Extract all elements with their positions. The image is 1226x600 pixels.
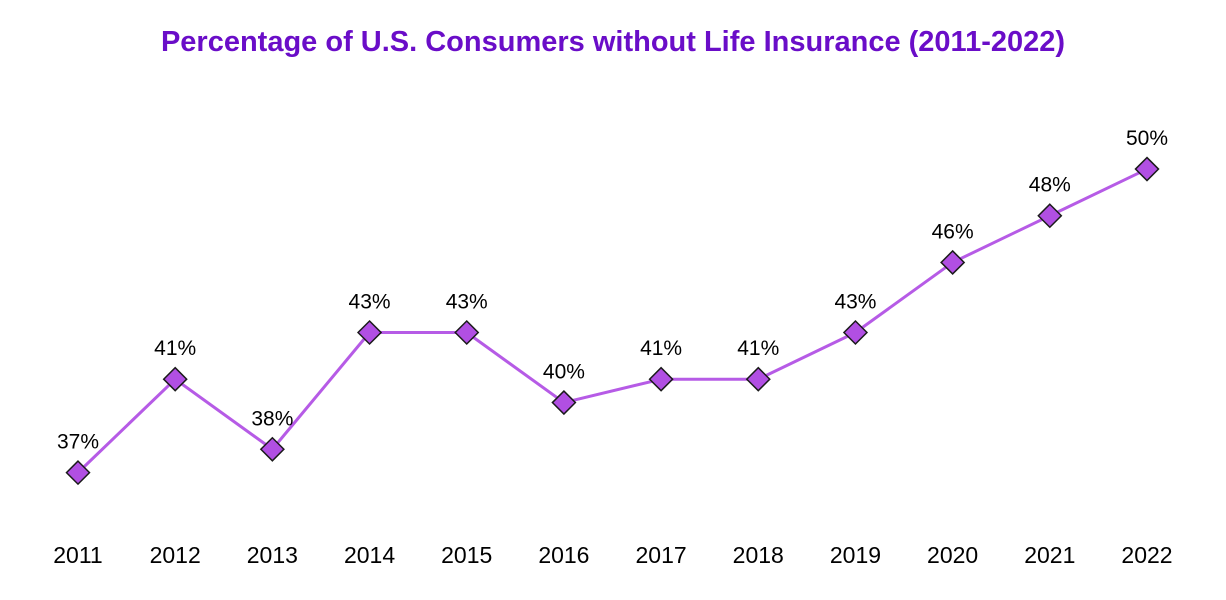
data-point-marker[interactable] (65, 460, 91, 486)
data-point-marker[interactable] (1037, 203, 1063, 229)
x-tick-label: 2018 (733, 542, 784, 568)
data-label: 43% (446, 291, 488, 314)
series-layer (76, 167, 1148, 474)
x-tick-label: 2017 (636, 542, 687, 568)
x-tick-label: 2016 (538, 542, 589, 568)
data-point-marker[interactable] (940, 249, 966, 276)
x-tick-label: 2015 (441, 542, 492, 568)
x-tick-label: 2022 (1121, 542, 1172, 568)
data-label: 46% (932, 220, 974, 243)
data-point-marker[interactable] (551, 389, 577, 416)
x-tick-label: 2012 (150, 542, 201, 568)
data-point-marker[interactable] (648, 366, 674, 392)
x-tick-label: 2013 (247, 542, 298, 568)
data-label: 38% (251, 407, 293, 430)
x-axis-tick-layer: 2011 2012 2013 2014 2015 2016 2017 2018 2019 2020… (53, 542, 1172, 568)
x-tick-label: 2014 (344, 542, 395, 568)
data-point-marker[interactable] (454, 319, 480, 346)
data-point-marker[interactable] (356, 319, 383, 346)
data-label: 48% (1029, 174, 1071, 197)
x-tick-label: 2011 (53, 542, 102, 568)
data-label-layer: 37% 41% 38% 43% 43% 40% 41% 41% 43% 46% 48% 50% (57, 127, 1168, 454)
data-label: 41% (737, 337, 779, 360)
data-label: 50% (1126, 127, 1168, 150)
data-point-marker[interactable] (842, 319, 869, 346)
data-label: 41% (154, 337, 196, 360)
series-line (76, 167, 1148, 474)
data-point-marker[interactable] (1134, 156, 1160, 182)
data-label: 41% (640, 337, 682, 360)
data-point-marker[interactable] (745, 366, 771, 392)
data-label: 43% (349, 291, 391, 314)
data-point-marker[interactable] (259, 436, 285, 462)
data-label: 43% (834, 291, 876, 314)
data-point-marker[interactable] (162, 366, 188, 392)
chart-title: Percentage of U.S. Consumers without Lif… (160, 26, 1066, 58)
marker-layer (65, 156, 1160, 486)
data-label: 37% (57, 431, 99, 454)
x-tick-label: 2019 (830, 542, 881, 568)
x-tick-label: 2021 (1024, 542, 1075, 568)
x-tick-label: 2020 (927, 542, 978, 568)
data-label: 40% (543, 361, 585, 384)
